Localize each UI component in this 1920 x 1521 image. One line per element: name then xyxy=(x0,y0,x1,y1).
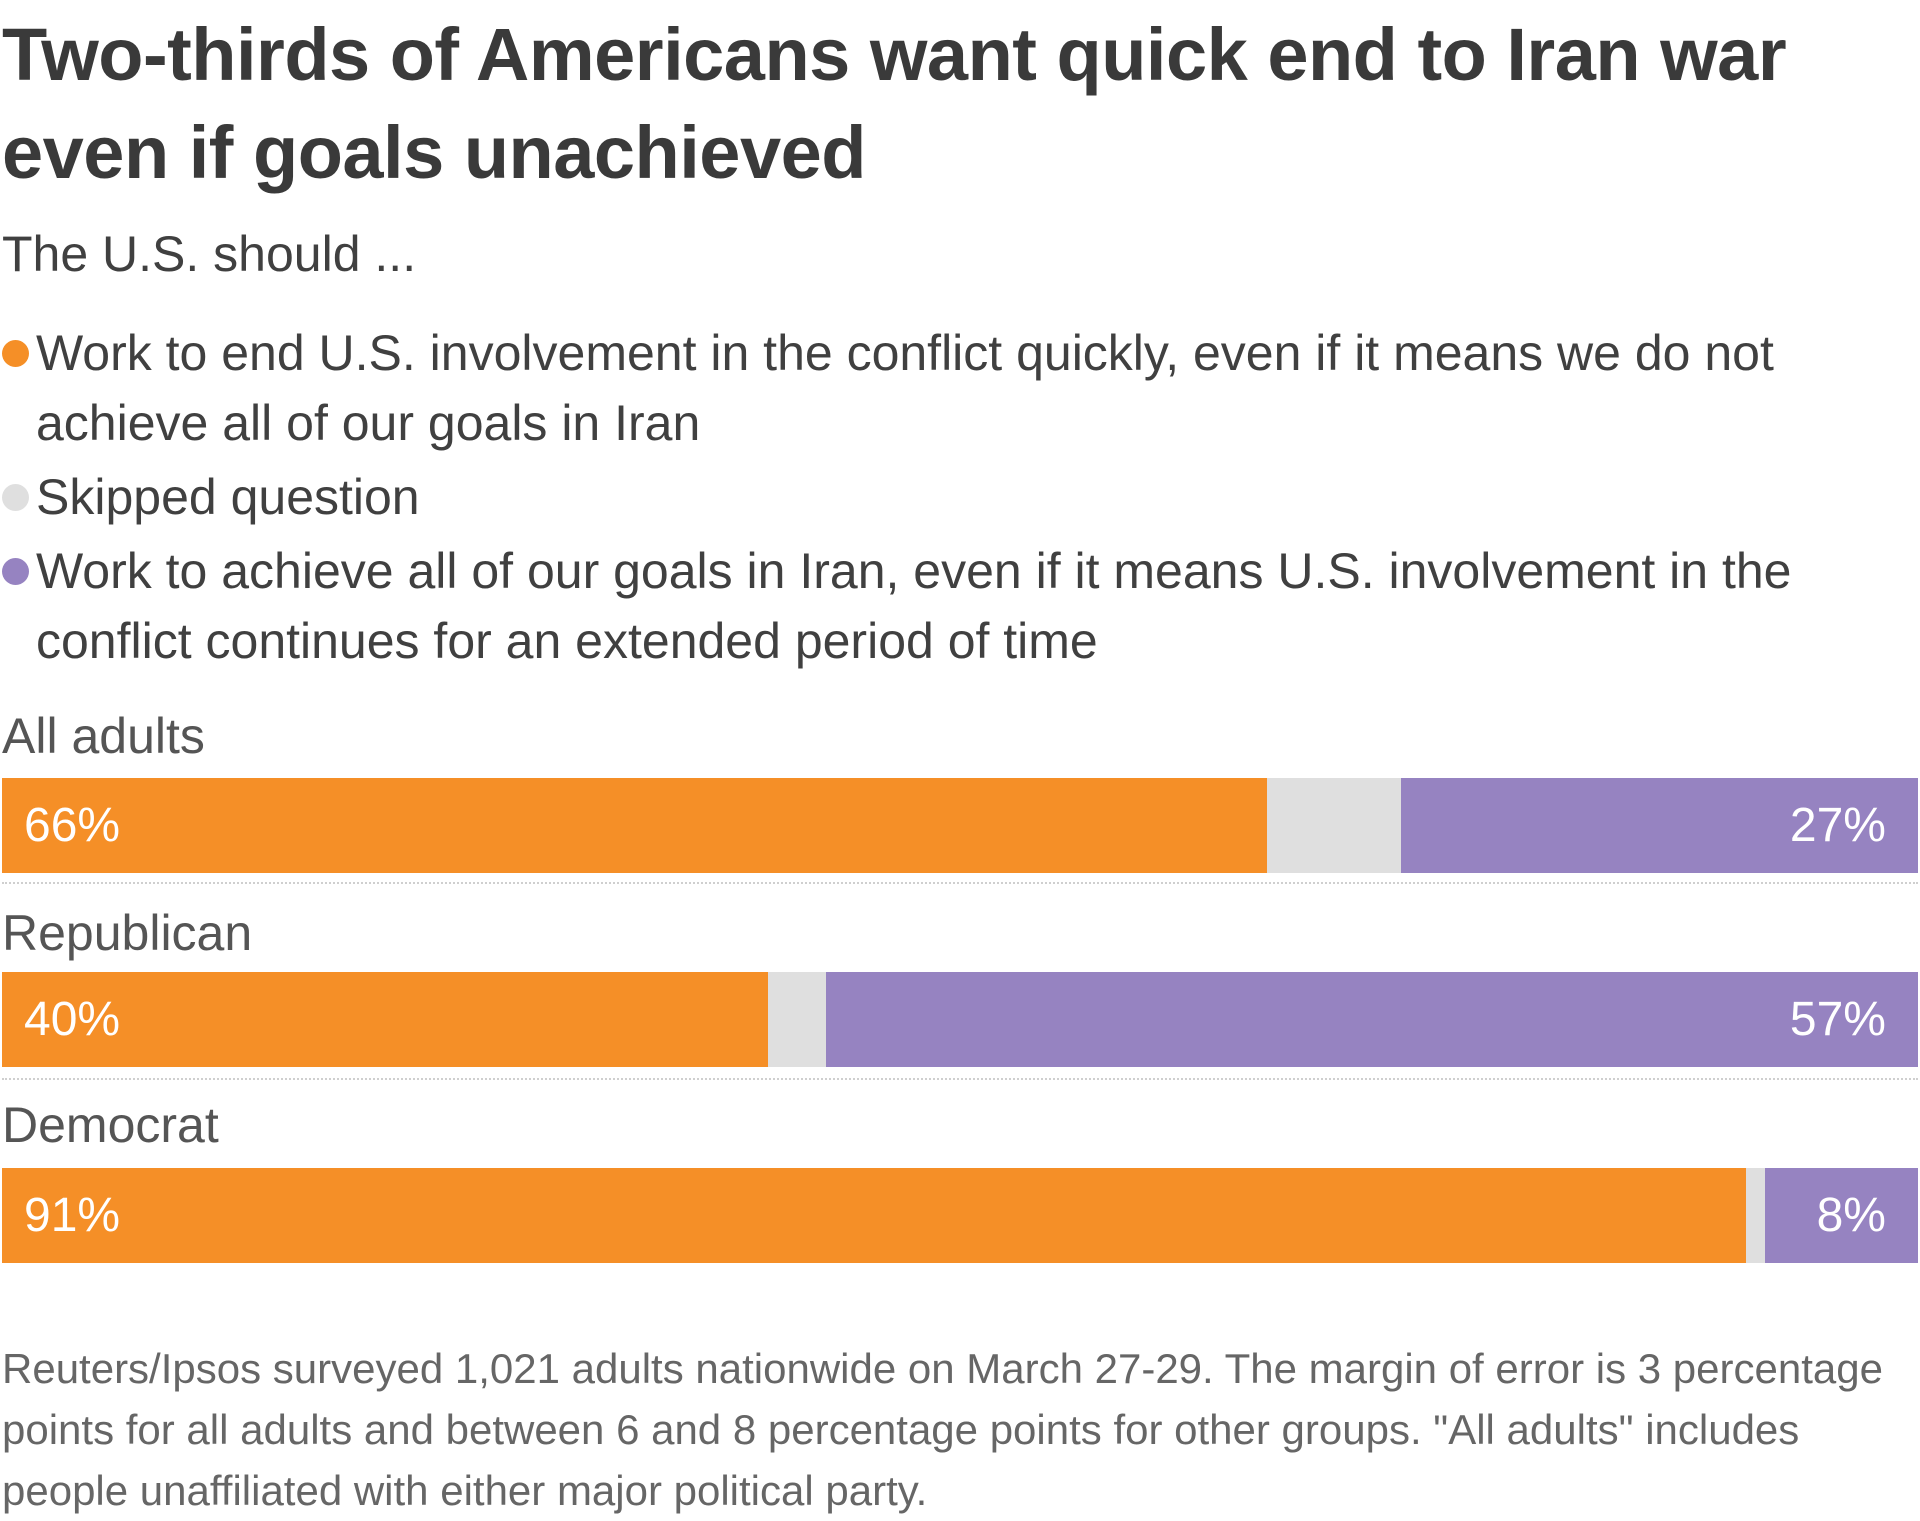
group-label: Democrat xyxy=(2,1097,219,1153)
chart-subtitle: The U.S. should ... xyxy=(2,226,417,282)
orange-dot-icon xyxy=(2,340,29,367)
chart-title: Two-thirds of Americans want quick end t… xyxy=(2,13,1787,194)
bar-segment-end-quickly: 40% xyxy=(2,972,769,1067)
data-label: 8% xyxy=(1816,1189,1886,1242)
legend: Work to end U.S. involvement in the conf… xyxy=(0,318,1900,680)
stacked-bar: 91% 8% xyxy=(2,1168,1918,1263)
legend-item-end-quickly: Work to end U.S. involvement in the conf… xyxy=(0,318,1900,458)
bar-segment-end-quickly: 91% xyxy=(2,1168,1746,1263)
bar-segment-skipped xyxy=(1266,778,1401,873)
group-label: Republican xyxy=(2,905,253,961)
footnote: Reuters/Ipsos surveyed 1,021 adults nati… xyxy=(2,1345,1883,1514)
purple-dot-icon xyxy=(2,558,29,585)
legend-item-skipped: Skipped question xyxy=(0,462,1900,532)
stacked-bar: 66% 27% xyxy=(2,778,1918,873)
bar-segment-achieve-goals: 57% xyxy=(825,972,1918,1067)
divider xyxy=(2,1078,1918,1080)
stacked-bar: 40% 57% xyxy=(2,972,1918,1067)
group-label: All adults xyxy=(2,708,205,764)
divider xyxy=(2,882,1918,884)
data-label: 40% xyxy=(24,993,121,1046)
bar-segment-achieve-goals: 8% xyxy=(1764,1168,1918,1263)
legend-label: Work to achieve all of our goals in Iran… xyxy=(36,543,1792,669)
legend-item-achieve-goals: Work to achieve all of our goals in Iran… xyxy=(0,536,1900,676)
data-label: 66% xyxy=(24,799,121,852)
bar-segment-skipped xyxy=(1745,1168,1765,1263)
bar-segment-end-quickly: 66% xyxy=(2,778,1267,873)
data-label: 91% xyxy=(24,1189,121,1242)
bar-segment-achieve-goals: 27% xyxy=(1400,778,1918,873)
legend-label: Work to end U.S. involvement in the conf… xyxy=(36,325,1774,451)
data-label: 57% xyxy=(1789,993,1886,1046)
grey-dot-icon xyxy=(2,484,29,511)
data-label: 27% xyxy=(1789,799,1886,852)
legend-label: Skipped question xyxy=(36,469,420,525)
bar-segment-skipped xyxy=(768,972,826,1067)
